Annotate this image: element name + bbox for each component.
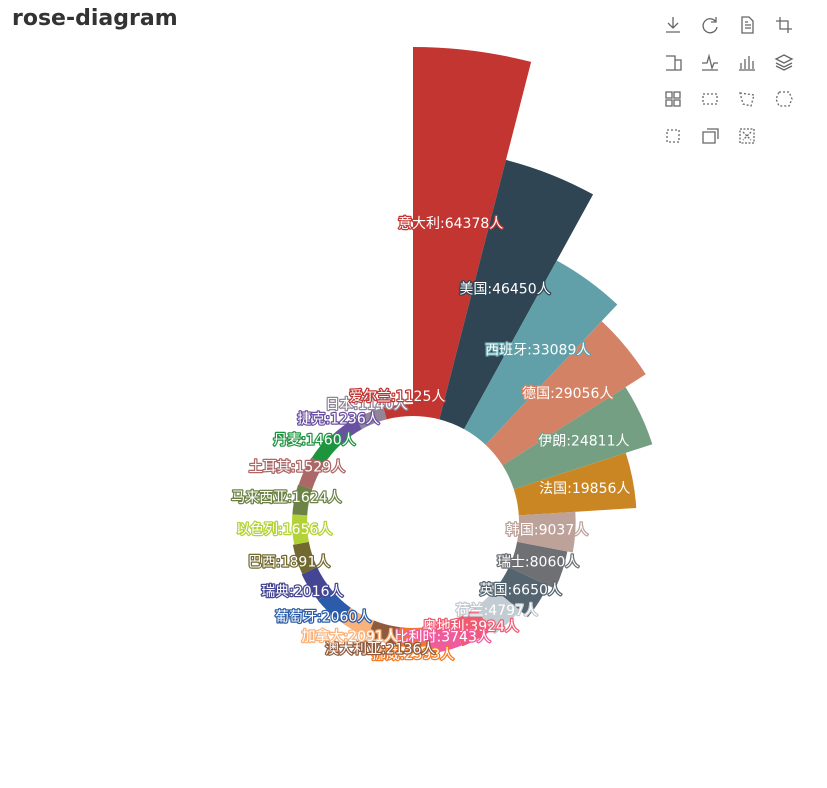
rose-slice-label-5: 伊朗:24811人 (538, 434, 629, 450)
rose-slice-12[interactable] (426, 620, 462, 654)
polygon-select-icon[interactable] (736, 88, 758, 110)
rose-slice-11[interactable] (452, 607, 492, 647)
rose-slice-17[interactable] (301, 567, 332, 601)
rose-slice-24[interactable] (356, 407, 387, 430)
rose-slice-22[interactable] (311, 434, 341, 466)
clear-icon[interactable] (736, 125, 758, 147)
rose-slice-label-8: 瑞士:8060人 (497, 555, 579, 571)
rose-slice-label-20: 马来西亚:1624人 (231, 490, 341, 506)
refresh-icon[interactable] (699, 14, 721, 36)
rose-labels: 意大利:64378人美国:46450人西班牙:33089人德国:29056人伊朗… (230, 214, 632, 665)
rose-slice-9[interactable] (494, 567, 548, 618)
rose-slice-label-18: 巴西:1891人 (248, 554, 330, 570)
stack-icon[interactable] (773, 51, 795, 73)
rose-slice-label-2: 美国:46450人 (459, 282, 550, 298)
rose-slice-label-10: 荷兰:4797人 (456, 603, 538, 619)
rose-slice-label-3: 西班牙:33089人 (485, 342, 590, 358)
clear-select-icon[interactable] (662, 125, 684, 147)
rose-slice-label-19: 以色列:1656人 (236, 521, 332, 538)
rose-slice-25[interactable] (383, 404, 413, 420)
chart-title: rose-diagram (12, 6, 178, 31)
brush-icon[interactable] (699, 125, 721, 147)
rose-slice-label-25: 爱尔兰:1125人 (349, 389, 445, 405)
rose-slice-label-23: 捷克:1236人 (297, 412, 379, 428)
line-chart-icon[interactable] (699, 51, 721, 73)
rose-slice-label-9: 英国:6650人 (480, 581, 562, 598)
rose-slice-label-22: 丹麦:1460人 (273, 432, 355, 448)
zoom-icon[interactable] (773, 14, 795, 36)
rose-slice-16[interactable] (318, 589, 351, 622)
rose-slice-8[interactable] (508, 541, 568, 589)
rose-slice-label-7: 韩国:9037人 (506, 522, 588, 538)
rose-slice-label-15: 加拿大:2091人 (301, 628, 397, 645)
rose-slice-label-14: 澳大利亚:2136人 (325, 642, 435, 658)
rose-slice-7[interactable] (517, 511, 576, 553)
rose-slice-15[interactable] (340, 607, 374, 637)
rose-slice-label-24: 日本:1140人 (325, 397, 407, 413)
keep-select-icon[interactable] (773, 88, 795, 110)
rose-slice-label-16: 葡萄牙:2060人 (275, 610, 371, 626)
rose-slice-label-6: 法国:19856人 (539, 481, 630, 497)
rose-slice-label-1: 意大利:64378人 (398, 215, 503, 232)
rect-select-icon[interactable] (699, 88, 721, 110)
rose-slice-13[interactable] (397, 627, 429, 648)
rose-slice-21[interactable] (298, 457, 324, 490)
rose-slice-label-12: 比利时:3743人 (395, 630, 491, 646)
rose-slice-label-4: 德国:29056人 (522, 386, 613, 402)
rose-slice-20[interactable] (292, 484, 313, 516)
rose-slice-2[interactable] (439, 159, 594, 430)
bar-chart-icon[interactable] (736, 51, 758, 73)
rose-slice-label-11: 奥地利:3924人 (423, 618, 519, 635)
zoom-reset-icon[interactable] (662, 51, 684, 73)
rose-slice-5[interactable] (502, 387, 653, 490)
data-view-icon[interactable] (736, 14, 758, 36)
rose-slice-19[interactable] (292, 514, 309, 545)
rose-slices (292, 47, 653, 654)
tiled-icon[interactable] (662, 88, 684, 110)
rose-slice-10[interactable] (475, 589, 520, 635)
rose-slice-18[interactable] (292, 541, 318, 575)
rose-slice-1[interactable] (413, 47, 532, 420)
rose-slice-label-21: 土耳其:1529人 (249, 459, 345, 475)
rose-slice-14[interactable] (367, 620, 400, 645)
rose-slice-label-17: 瑞典:2016人 (261, 584, 343, 600)
rose-slice-3[interactable] (464, 260, 618, 445)
rose-slice-6[interactable] (513, 452, 637, 516)
rose-slice-23[interactable] (331, 418, 362, 445)
rose-slice-4[interactable] (485, 321, 646, 466)
download-icon[interactable] (662, 14, 684, 36)
rose-slice-label-13: 挪威:2393人 (372, 647, 454, 663)
